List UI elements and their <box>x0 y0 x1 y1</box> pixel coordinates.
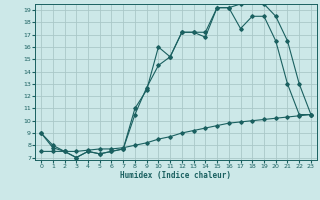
X-axis label: Humidex (Indice chaleur): Humidex (Indice chaleur) <box>121 171 231 180</box>
